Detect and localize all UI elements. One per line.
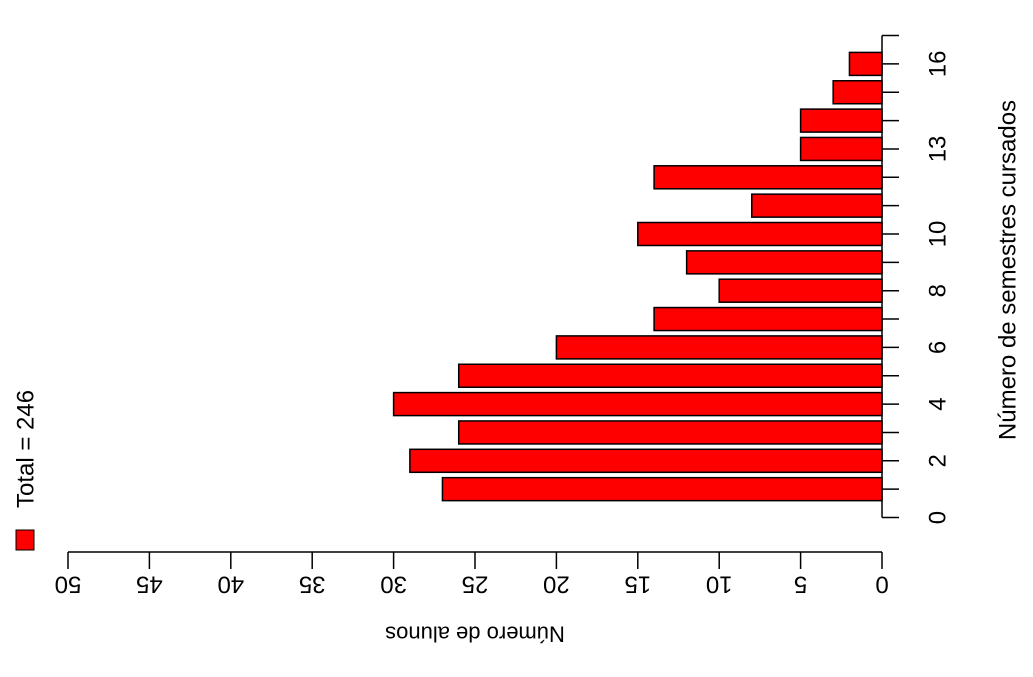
x-tick-label: 35 [299,571,326,598]
bar-semester-7 [653,306,883,332]
x-tick-label: 45 [136,571,163,598]
legend: Total = 246 [13,390,40,551]
y-tick-label: 13 [925,136,952,163]
x-tick-label: 30 [380,571,407,598]
y-tick-label: 6 [925,341,952,354]
x-tick-label: 0 [875,571,888,598]
legend-swatch [15,529,35,551]
bar-semester-4 [392,391,883,417]
bar-semester-12 [653,165,883,190]
x-tick-label: 5 [794,571,807,598]
bar-semester-14 [799,108,883,133]
x-tick-label: 20 [543,571,570,598]
x-tick-label: 10 [706,571,733,598]
bars-group [392,51,883,502]
bar-semester-1 [441,476,883,502]
y-tick-label: 10 [925,221,952,248]
x-tick-label: 15 [624,571,651,598]
bar-semester-16 [848,51,883,77]
y-axis-ticks: 0 2 4 6 8 10 13 16 [882,34,952,524]
y-tick-label: 16 [925,51,952,78]
bar-semester-13 [799,136,883,162]
bar-semester-8 [718,278,883,303]
bar-semester-5 [457,363,883,388]
bar-semester-2 [409,448,883,474]
y-axis-label: Número de semestres cursados [995,100,1022,440]
y-tick-label: 2 [925,454,952,467]
bar-semester-9 [685,250,883,275]
y-tick-label: 4 [925,397,952,410]
bar-semester-3 [457,420,883,445]
y-tick-label: 0 [925,511,952,524]
x-tick-label: 25 [462,571,489,598]
x-tick-label: 40 [217,571,244,598]
legend-label: Total = 246 [13,390,40,508]
y-tick-label: 8 [925,284,952,297]
bar-semester-6 [555,335,883,360]
bar-semester-15 [832,80,883,105]
bar-semester-10 [637,221,883,247]
bar-semester-11 [751,193,883,218]
x-axis-label: Número de alunos [385,622,565,647]
x-axis-ticks: 0 5 10 15 20 25 30 35 40 45 50 [55,552,889,598]
x-tick-label: 50 [55,571,82,598]
